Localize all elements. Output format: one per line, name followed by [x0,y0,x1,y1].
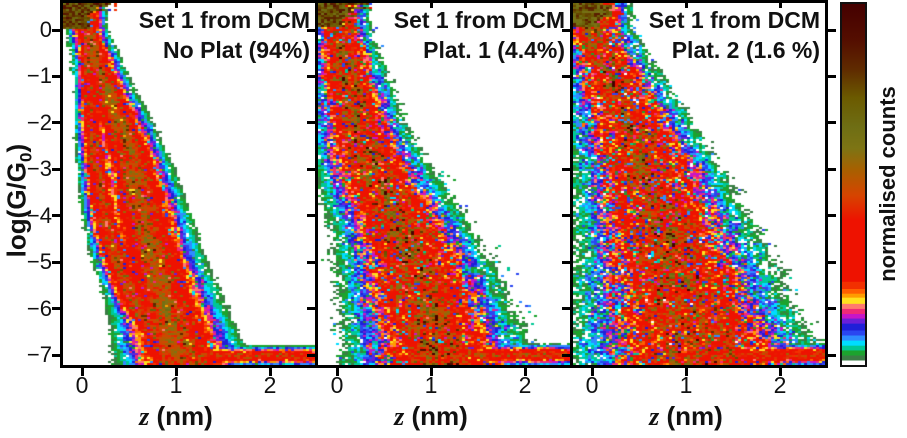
x-tick-label: 1 [424,372,438,398]
x-axis-label: z (nm) [616,401,756,432]
heatmap-canvas-plat-1 [318,3,570,365]
y-tick [307,214,315,218]
x-axis-label-unit: (nm) [659,401,723,431]
y-tick [307,74,315,78]
x-tick-top [430,3,433,8]
y-tick [52,121,60,125]
x-tick [591,368,594,376]
panel-title-line1: Set 1 from DCM [393,7,565,33]
x-tick [430,368,433,376]
y-tick [52,74,60,78]
y-tick-label: −5 [26,249,52,275]
y-tick-label: −1 [26,63,52,89]
y-tick [828,260,836,264]
y-tick [52,353,60,357]
x-axis-label-variable: z [139,402,150,431]
y-tick [562,307,570,311]
heatmap-panel-plat-1: Set 1 from DCM Plat. 1 (4.4%) [315,0,573,368]
y-tick [828,307,836,311]
heatmap-panel-plat-2: Set 1 from DCM Plat. 2 (1.6 %) [570,0,828,368]
y-tick [52,167,60,171]
y-tick [52,28,60,32]
x-tick-top [269,3,272,8]
x-tick [779,368,782,376]
y-tick [828,74,836,78]
panel-title: Set 1 from DCM Plat. 2 (1.6 %) [649,5,820,65]
y-tick [828,167,836,171]
panel-title-line2: No Plat (94%) [163,37,310,63]
y-tick [828,28,836,32]
x-tick [81,368,84,376]
y-axis-label: log(G/G0) [1,136,36,266]
y-tick-label: 0 [39,17,52,42]
colorbar [840,2,867,367]
x-tick [269,368,272,376]
heatmap-panel-no-plat: Set 1 from DCM No Plat (94%) [60,0,318,368]
x-axis-label: z (nm) [361,401,501,432]
x-tick-top [779,3,782,8]
y-tick [307,307,315,311]
heatmap-canvas-plat-2 [573,3,825,365]
y-tick [307,121,315,125]
x-tick-label: 0 [585,372,599,398]
y-axis-label-close: ) [1,143,32,153]
x-axis-label-unit: (nm) [149,401,213,431]
y-tick [828,121,836,125]
x-tick-top [524,3,527,8]
x-tick-label: 1 [679,372,693,398]
x-tick-label: 0 [330,372,344,398]
panel-title: Set 1 from DCM No Plat (94%) [139,5,310,65]
x-tick-label: 1 [169,372,183,398]
panel-title-line1: Set 1 from DCM [648,7,820,33]
colorbar-label: normalised counts [875,86,900,282]
y-tick [52,307,60,311]
y-tick [307,167,315,171]
x-tick-top [175,3,178,8]
y-tick [562,121,570,125]
y-tick-label: −6 [26,295,52,321]
y-tick [828,214,836,218]
y-tick [562,260,570,264]
y-tick [562,74,570,78]
y-tick-label: −4 [26,202,52,228]
y-tick [562,28,570,32]
x-tick-label: 0 [75,372,89,398]
panel-title-line1: Set 1 from DCM [138,7,310,33]
y-tick [307,353,315,357]
x-axis-label-variable: z [394,402,405,431]
x-axis-label-unit: (nm) [404,401,468,431]
x-tick [175,368,178,376]
y-tick [307,260,315,264]
x-tick [685,368,688,376]
panel-title: Set 1 from DCM Plat. 1 (4.4%) [394,5,565,65]
y-tick [52,260,60,264]
colorbar-gradient [842,4,865,365]
x-axis-label-variable: z [649,402,660,431]
y-tick-label: −7 [26,342,52,367]
panel-title-line2: Plat. 1 (4.4%) [423,37,565,63]
x-tick [336,368,339,376]
x-tick-label: 2 [518,372,532,398]
x-tick [524,368,527,376]
panel-title-line2: Plat. 2 (1.6 %) [671,37,820,63]
y-tick [562,167,570,171]
y-tick [562,353,570,357]
y-tick [562,214,570,218]
x-tick-label: 2 [263,372,277,398]
y-tick-label: −3 [26,156,52,182]
x-tick-label: 2 [773,372,787,398]
y-tick-label: −2 [26,109,52,135]
y-tick [307,28,315,32]
x-axis-label: z (nm) [106,401,246,432]
y-tick [52,214,60,218]
heatmap-canvas-no-plat [63,3,315,365]
y-tick [828,353,836,357]
x-tick-top [685,3,688,8]
